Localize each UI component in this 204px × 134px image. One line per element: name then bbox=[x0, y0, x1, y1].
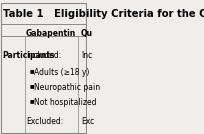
Text: Inc: Inc bbox=[81, 51, 92, 60]
Text: Not hospitalized: Not hospitalized bbox=[34, 98, 97, 107]
Text: ■: ■ bbox=[30, 98, 34, 103]
Text: Gabapentin: Gabapentin bbox=[26, 29, 76, 38]
Text: Qu: Qu bbox=[81, 29, 93, 38]
Text: ■: ■ bbox=[30, 83, 34, 88]
Text: Exc: Exc bbox=[81, 117, 94, 126]
Text: ■: ■ bbox=[30, 68, 34, 73]
Text: Adults (≥18 y): Adults (≥18 y) bbox=[34, 68, 90, 77]
Text: Neuropathic pain: Neuropathic pain bbox=[34, 83, 100, 92]
Text: Participants: Participants bbox=[3, 51, 55, 60]
Text: Excluded:: Excluded: bbox=[26, 117, 63, 126]
Text: Included:: Included: bbox=[26, 51, 61, 60]
Text: Table 1   Eligibility Criteria for the Case Studies: Table 1 Eligibility Criteria for the Cas… bbox=[3, 9, 204, 19]
